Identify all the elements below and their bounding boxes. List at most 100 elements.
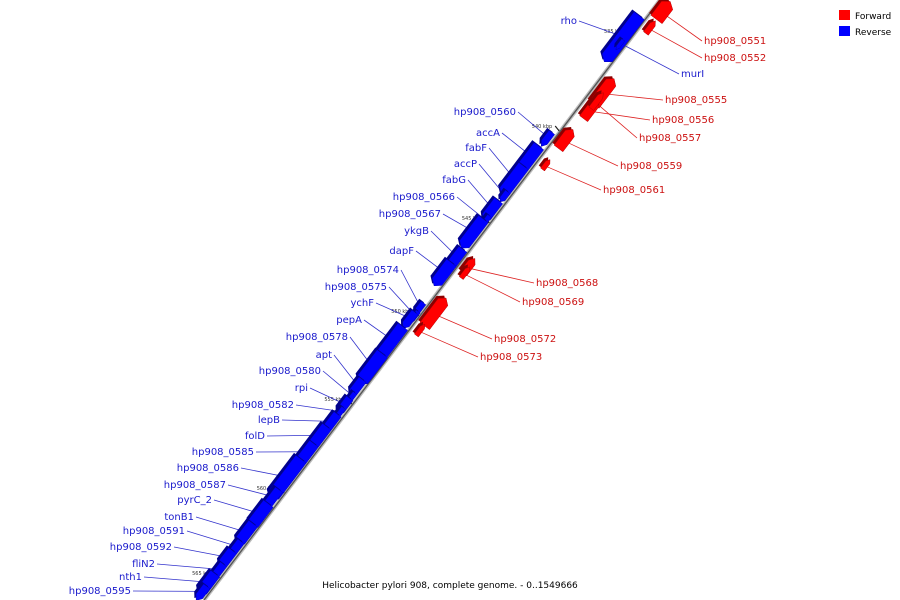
- gene-body: [432, 258, 457, 287]
- gene-label-fold[interactable]: folD: [245, 431, 265, 442]
- gene-label-muri[interactable]: murI: [681, 69, 704, 80]
- tick-label: 555 kbp: [324, 397, 344, 403]
- gene-label-hp908-0560[interactable]: hp908_0560: [454, 107, 516, 118]
- gene-label-hp908-0573[interactable]: hp908_0573: [480, 352, 542, 363]
- gene-body: [459, 215, 489, 249]
- gene-rho[interactable]: [600, 9, 645, 63]
- gene-label-hp908-0592[interactable]: hp908_0592: [110, 542, 172, 553]
- leader-line: [295, 404, 342, 412]
- gene-hp908-0573[interactable]: [412, 321, 426, 338]
- gene-label-pepa[interactable]: pepA: [336, 315, 362, 326]
- legend-label-forward: Forward: [855, 12, 891, 22]
- leader-line: [433, 313, 493, 340]
- gene-label-hp908-0572[interactable]: hp908_0572: [494, 334, 556, 345]
- gene-body: [540, 159, 551, 172]
- gene-hp908-0551[interactable]: [649, 0, 674, 25]
- gene-label-hp908-0595[interactable]: hp908_0595: [69, 586, 131, 597]
- gene-label-hp908-0555[interactable]: hp908_0555: [665, 95, 727, 106]
- tick-label: 540 kbp: [532, 124, 552, 130]
- gene-label-lepb[interactable]: lepB: [258, 415, 280, 426]
- gene-label-hp908-0585[interactable]: hp908_0585: [192, 447, 254, 458]
- gene-label-flin2[interactable]: fliN2: [132, 559, 155, 570]
- gene-body: [601, 11, 645, 63]
- leader-line: [173, 546, 228, 558]
- gene-label-dapf[interactable]: dapF: [389, 246, 414, 257]
- gene-label-pyrc-2[interactable]: pyrC_2: [177, 495, 212, 506]
- gene-label-rpi[interactable]: rpi: [295, 383, 308, 394]
- gene-label-hp908-0569[interactable]: hp908_0569: [522, 297, 584, 308]
- tick-label: 550 kbp: [391, 309, 411, 315]
- gene-label-hp908-0551[interactable]: hp908_0551: [704, 36, 766, 47]
- leader-line: [464, 273, 521, 303]
- leader-line: [467, 267, 535, 284]
- leader-line: [517, 111, 549, 138]
- gene-label-fabf[interactable]: fabF: [465, 143, 487, 154]
- gene-label-rho[interactable]: rho: [561, 16, 577, 27]
- gene-label-hp908-0556[interactable]: hp908_0556: [652, 115, 714, 126]
- gene-hp908-0569[interactable]: [457, 264, 471, 280]
- gene-hp908-0561[interactable]: [538, 157, 551, 172]
- gene-label-hp908-0567[interactable]: hp908_0567: [379, 209, 441, 220]
- gene-label-hp908-0561[interactable]: hp908_0561: [603, 185, 665, 196]
- gene-body: [588, 92, 604, 111]
- gene-shadow: [412, 321, 424, 335]
- gene-body: [650, 0, 674, 25]
- leader-line: [545, 165, 602, 191]
- gene-dapf[interactable]: [430, 256, 457, 287]
- leader-line: [595, 102, 638, 139]
- gene-label-accp[interactable]: accP: [454, 159, 477, 170]
- leader-line: [156, 563, 220, 570]
- gene-label-fabg[interactable]: fabG: [442, 175, 466, 186]
- gene-accp[interactable]: [498, 187, 511, 203]
- gene-body: [414, 323, 426, 338]
- gene-label-hp908-0586[interactable]: hp908_0586: [177, 463, 239, 474]
- gene-layer: [194, 0, 674, 600]
- gene-label-hp908-0587[interactable]: hp908_0587: [164, 480, 226, 491]
- legend-swatch-reverse: [839, 26, 850, 36]
- gene-hp908-0552[interactable]: [641, 18, 656, 36]
- gene-label-hp908-0552[interactable]: hp908_0552: [704, 53, 766, 64]
- gene-label-hp908-0568[interactable]: hp908_0568: [536, 278, 598, 289]
- legend: Forward Reverse: [839, 10, 892, 38]
- tick-label: 535 kbp: [604, 29, 624, 35]
- gene-label-apt[interactable]: apt: [316, 350, 332, 361]
- leader-line: [589, 110, 651, 121]
- gene-label-nth1[interactable]: nth1: [119, 572, 142, 583]
- legend-swatch-forward: [839, 10, 850, 20]
- gene-label-hp908-0557[interactable]: hp908_0557: [639, 133, 701, 144]
- gene-label-hp908-0591[interactable]: hp908_0591: [123, 526, 185, 537]
- gene-body: [402, 309, 419, 329]
- gene-body: [499, 189, 511, 203]
- gene-body: [553, 129, 575, 153]
- gene-body: [540, 129, 555, 147]
- gene-label-hp908-0559[interactable]: hp908_0559: [620, 161, 682, 172]
- gene-muri[interactable]: [614, 36, 626, 51]
- gene-body: [458, 266, 471, 280]
- gene-hp908-0567[interactable]: [457, 213, 489, 249]
- gene-hp908-0560[interactable]: [539, 127, 555, 147]
- gene-label-ychf[interactable]: ychF: [350, 298, 374, 309]
- gene-hp908-0557[interactable]: [587, 90, 604, 111]
- gene-label-hp908-0578[interactable]: hp908_0578: [286, 332, 348, 343]
- gene-label-hp908-0575[interactable]: hp908_0575: [325, 282, 387, 293]
- tick-mark: [554, 125, 560, 132]
- leader-line: [143, 576, 209, 583]
- leader-line: [419, 331, 479, 358]
- gene-label-hp908-0580[interactable]: hp908_0580: [259, 366, 321, 377]
- leader-line: [400, 269, 421, 308]
- tick-label: 565 kbp: [192, 571, 212, 577]
- gene-label-ykgb[interactable]: ykgB: [404, 226, 429, 237]
- gene-ychf[interactable]: [400, 307, 419, 329]
- gene-shadow: [538, 157, 549, 169]
- leader-line: [602, 93, 664, 101]
- genome-title: Helicobacter pylori 908, complete genome…: [322, 581, 578, 591]
- gene-label-acca[interactable]: accA: [476, 128, 500, 139]
- leader-line: [322, 370, 354, 397]
- gene-label-tonb1[interactable]: tonB1: [164, 512, 194, 523]
- leader-line: [620, 43, 680, 75]
- gene-hp908-0559[interactable]: [552, 127, 575, 153]
- gene-label-hp908-0566[interactable]: hp908_0566: [393, 192, 455, 203]
- gene-label-hp908-0574[interactable]: hp908_0574: [337, 265, 399, 276]
- gene-label-hp908-0582[interactable]: hp908_0582: [232, 400, 294, 411]
